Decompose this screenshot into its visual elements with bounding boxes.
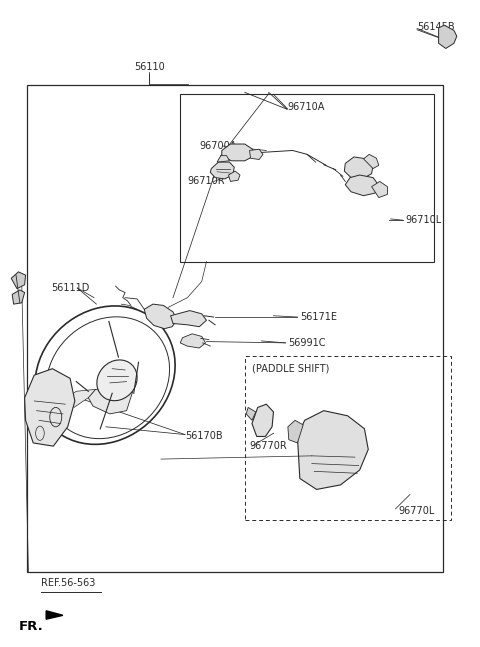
Polygon shape (344, 157, 373, 178)
Polygon shape (288, 421, 303, 443)
Polygon shape (12, 290, 24, 304)
Text: 56171E: 56171E (300, 312, 337, 322)
Text: 96770R: 96770R (250, 441, 288, 451)
Polygon shape (298, 411, 368, 489)
Bar (27, 85, 444, 572)
Text: 96710A: 96710A (288, 102, 325, 112)
Polygon shape (246, 408, 256, 421)
Polygon shape (250, 149, 263, 160)
Polygon shape (170, 311, 206, 327)
Bar (245, 356, 451, 520)
Polygon shape (345, 175, 379, 195)
Text: FR.: FR. (19, 620, 44, 633)
Polygon shape (210, 162, 234, 179)
Text: REF.56-563: REF.56-563 (41, 578, 96, 588)
Polygon shape (144, 304, 177, 329)
Text: 96700A: 96700A (199, 141, 237, 151)
Polygon shape (372, 181, 387, 197)
Polygon shape (46, 611, 63, 619)
Polygon shape (217, 156, 229, 162)
Bar (180, 94, 434, 262)
Polygon shape (439, 25, 457, 49)
Text: 56145B: 56145B (417, 21, 455, 32)
Text: 56110: 56110 (134, 61, 165, 72)
Polygon shape (88, 387, 133, 414)
Polygon shape (24, 369, 75, 446)
Polygon shape (228, 171, 240, 181)
Polygon shape (67, 389, 96, 408)
Polygon shape (180, 334, 205, 348)
Text: 96710R: 96710R (187, 177, 225, 186)
Text: 56991C: 56991C (288, 338, 325, 348)
Polygon shape (252, 404, 274, 437)
Text: 96710L: 96710L (405, 215, 442, 225)
Text: 96770L: 96770L (398, 506, 434, 516)
Text: 56170B: 56170B (185, 432, 223, 441)
Text: 56111D: 56111D (51, 283, 89, 293)
Ellipse shape (97, 360, 137, 400)
Polygon shape (11, 272, 25, 289)
Polygon shape (222, 144, 252, 161)
Polygon shape (363, 155, 379, 169)
Text: (PADDLE SHIFT): (PADDLE SHIFT) (252, 364, 329, 374)
